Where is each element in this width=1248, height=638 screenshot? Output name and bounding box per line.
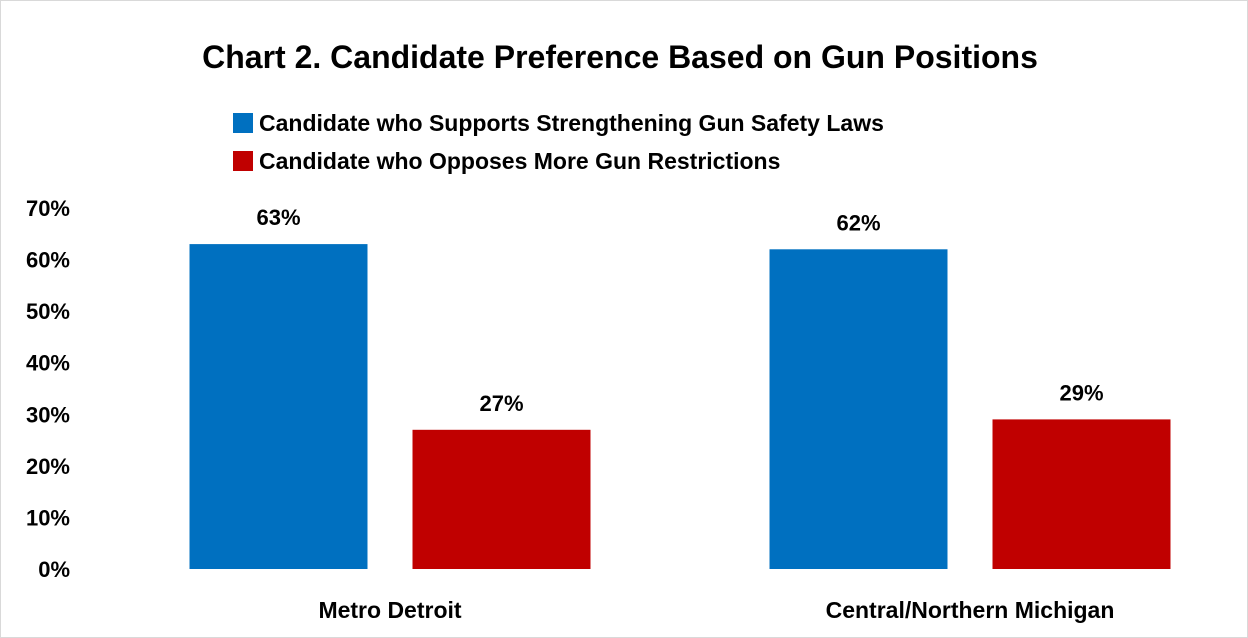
- y-axis: 0% 10% 20% 30% 40% 50% 60% 70%: [26, 196, 70, 582]
- bar-opposes-metro-detroit: [412, 429, 591, 569]
- legend-label-supports: Candidate who Supports Strengthening Gun…: [259, 110, 884, 136]
- bars: [189, 244, 1171, 570]
- y-tick-label: 30%: [26, 402, 70, 427]
- data-label: 27%: [479, 391, 523, 416]
- y-tick-label: 0%: [38, 557, 70, 582]
- legend-swatch-opposes: [233, 151, 253, 171]
- bar-opposes-central-northern-michigan: [992, 419, 1171, 569]
- y-tick-label: 10%: [26, 505, 70, 530]
- y-tick-label: 20%: [26, 454, 70, 479]
- legend-label-opposes: Candidate who Opposes More Gun Restricti…: [259, 148, 780, 174]
- x-category-label: Metro Detroit: [318, 597, 461, 623]
- bar-supports-metro-detroit: [189, 244, 368, 569]
- data-label: 29%: [1059, 380, 1103, 405]
- data-label: 62%: [836, 210, 880, 235]
- bar-supports-central-northern-michigan: [769, 249, 948, 570]
- y-tick-label: 50%: [26, 299, 70, 324]
- y-tick-label: 60%: [26, 248, 70, 273]
- data-labels: 63% 27% 62% 29%: [256, 205, 1103, 416]
- x-axis: Metro Detroit Central/Northern Michigan: [318, 597, 1114, 623]
- y-tick-label: 70%: [26, 196, 70, 221]
- y-tick-label: 40%: [26, 351, 70, 376]
- legend: Candidate who Supports Strengthening Gun…: [233, 110, 884, 174]
- data-label: 63%: [256, 205, 300, 230]
- x-category-label: Central/Northern Michigan: [826, 597, 1115, 623]
- chart-title: Chart 2. Candidate Preference Based on G…: [202, 39, 1038, 75]
- legend-swatch-supports: [233, 113, 253, 133]
